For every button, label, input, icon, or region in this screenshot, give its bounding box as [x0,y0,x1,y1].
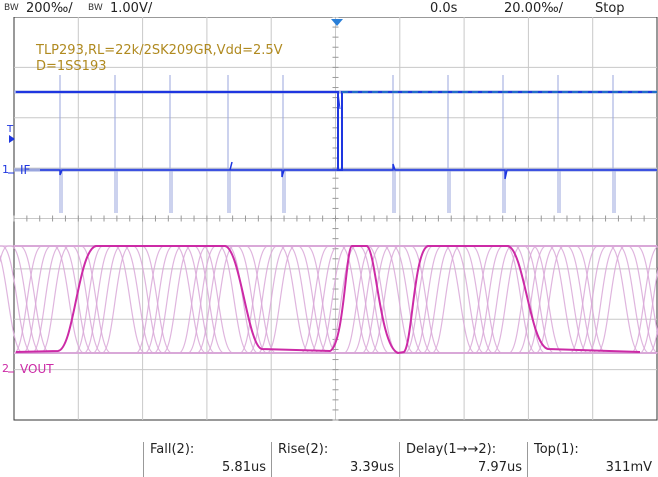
trigger-level-arrow [9,135,15,143]
vout-persistence-curve [0,245,42,354]
ch2-bandwidth-limit: BW [88,3,103,13]
measurement-delay-value: 7.97us [478,460,522,475]
ch2-scale[interactable]: 1.00V/ [110,1,153,16]
ch1-bandwidth-limit: BW [4,3,19,13]
vout-persistence-curve [630,245,658,354]
trigger-position-marker[interactable] [331,19,343,26]
measurement-delay-label: Delay(1→→2): [406,442,497,457]
ch2-label: VOUT [20,362,54,376]
scope-display: T 1 IF 2 VOUT TLP293,RL=22k/2SK209GR,Vdd… [0,17,658,421]
measurement-rise[interactable]: Rise(2): 3.39us [271,442,400,477]
annotation-line-2: D=1SS193 [36,59,107,74]
vout-trace [15,245,641,355]
measurement-rise-value: 3.39us [350,460,394,475]
if-main-trace-low [342,163,657,180]
time-scale[interactable]: 20.00‰/ [504,1,564,16]
ch1-scale[interactable]: 200‰/ [26,1,73,16]
vout-main-trace [15,245,641,355]
status-bar: BW 200‰/ BW 1.00V/ 0.0s 20.00‰/ Stop [0,0,658,17]
measurement-rise-label: Rise(2): [278,442,329,457]
measurement-bar [0,438,658,477]
measurement-top-label: Top(1): [534,442,579,457]
run-state[interactable]: Stop [595,1,625,16]
vout-persistence-curve [0,254,24,354]
measurement-top[interactable]: Top(1): 311mV [527,442,658,477]
if-main-trace-low [40,161,338,178]
measurement-fall[interactable]: Fall(2): 5.81us [143,442,272,477]
measurement-delay[interactable]: Delay(1→→2): 7.97us [399,442,528,477]
ch1-label: IF [20,163,31,177]
measurement-fall-label: Fall(2): [150,442,195,457]
annotation-line-1: TLP293,RL=22k/2SK209GR,Vdd=2.5V [35,43,283,58]
ch2-ground-number: 2 [2,362,9,375]
if-main-trace-edge [337,91,341,110]
vout-persistence-curve [639,266,658,354]
measurement-fall-value: 5.81us [222,460,266,475]
trigger-level-marker[interactable]: T [6,124,14,135]
graticule-grid [13,17,657,421]
measurement-top-value: 311mV [605,460,652,475]
time-position[interactable]: 0.0s [430,1,458,16]
ch1-ground-number: 1 [2,163,9,176]
vout-persistence-curve [0,245,33,354]
